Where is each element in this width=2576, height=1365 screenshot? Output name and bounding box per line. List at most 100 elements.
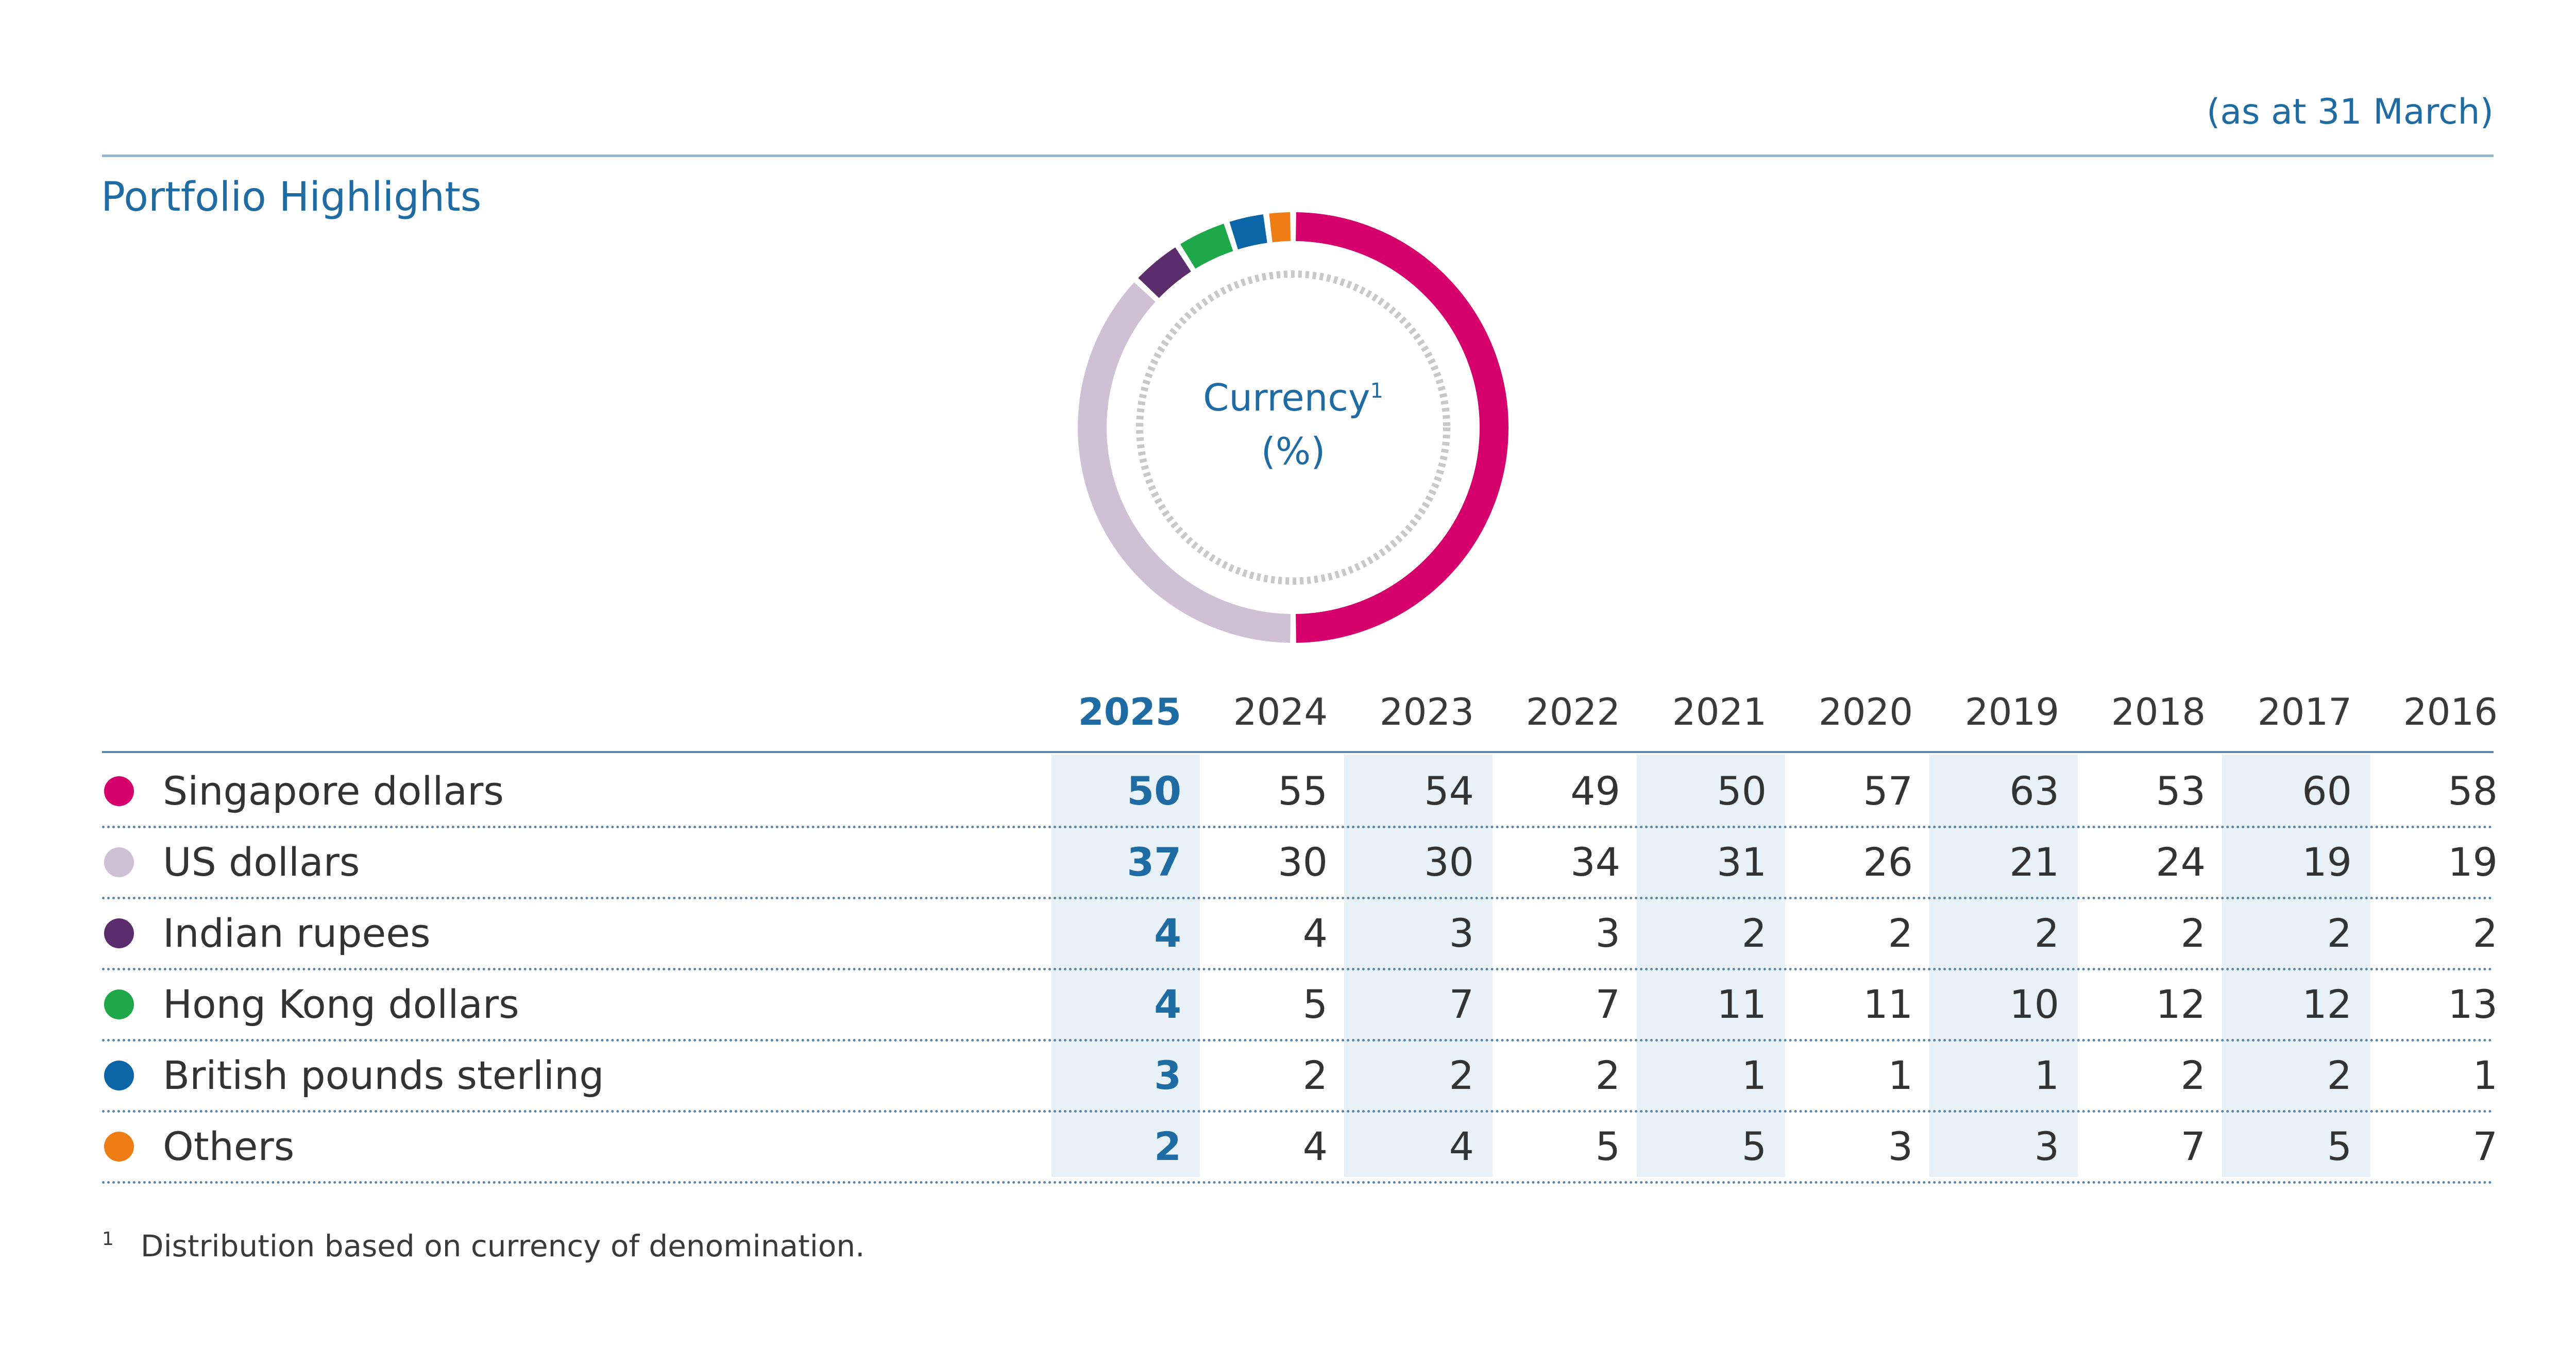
cell-hong-kong-dollars-2020: 11	[1863, 981, 1913, 1027]
cell-singapore-dollars-2020: 57	[1863, 768, 1913, 814]
table-row-hong-kong-dollars: Hong Kong dollars 4 5 7 7 11 11 10 12 12 13	[102, 968, 2498, 1042]
cell-others-2022: 5	[1595, 1123, 1620, 1169]
legend-dot-singapore-dollars	[104, 776, 134, 806]
donut-unit: (%)	[1261, 430, 1326, 473]
cell-us-dollars-2025: 37	[1127, 839, 1181, 885]
cell-singapore-dollars-2021: 50	[1717, 768, 1767, 814]
cell-indian-rupees-2020: 2	[1888, 910, 1913, 956]
year-header-2024: 2024	[1233, 690, 1328, 733]
cell-us-dollars-2016: 19	[2448, 839, 2498, 885]
table-row-us-dollars: US dollars 37 30 30 34 31 26 21 24 19 19	[102, 826, 2498, 899]
cell-others-2024: 4	[1302, 1123, 1328, 1169]
year-header-2025: 2025	[1078, 690, 1181, 733]
footnote-marker: 1	[102, 1228, 114, 1250]
cell-others-2017: 5	[2327, 1123, 2352, 1169]
legend-dot-indian-rupees	[104, 918, 134, 948]
header-divider	[102, 751, 2494, 753]
table-row-indian-rupees: Indian rupees 4 4 3 3 2 2 2 2 2 2	[102, 897, 2498, 970]
cell-singapore-dollars-2022: 49	[1570, 768, 1620, 814]
cell-indian-rupees-2022: 3	[1595, 910, 1620, 956]
legend-dot-british-pounds-sterling	[104, 1061, 134, 1090]
page-title: Portfolio Highlights	[101, 174, 482, 220]
year-header-2021: 2021	[1672, 690, 1767, 733]
cell-british-pounds-sterling-2022: 2	[1595, 1052, 1620, 1098]
donut-slice-us-dollars	[1078, 282, 1291, 643]
cell-hong-kong-dollars-2021: 11	[1717, 981, 1767, 1027]
cell-hong-kong-dollars-2025: 4	[1154, 981, 1181, 1027]
year-header-2018: 2018	[2111, 690, 2206, 733]
cell-singapore-dollars-2025: 50	[1127, 768, 1181, 814]
top-divider	[102, 155, 2494, 157]
legend-dot-hong-kong-dollars	[104, 989, 134, 1019]
donut-slice-others	[1269, 212, 1291, 243]
cell-british-pounds-sterling-2019: 1	[2034, 1052, 2059, 1098]
cell-hong-kong-dollars-2023: 7	[1449, 981, 1474, 1027]
column-shade-2023	[1344, 755, 1493, 1177]
year-header-2020: 2020	[1818, 690, 1913, 733]
cell-us-dollars-2021: 31	[1717, 839, 1767, 885]
cell-hong-kong-dollars-2016: 13	[2448, 981, 2498, 1027]
cell-indian-rupees-2016: 2	[2472, 910, 2498, 956]
cell-singapore-dollars-2018: 53	[2156, 768, 2206, 814]
cell-indian-rupees-2021: 2	[1741, 910, 1767, 956]
donut-inner-dotted-ring	[1136, 270, 1450, 585]
cell-british-pounds-sterling-2020: 1	[1888, 1052, 1913, 1098]
as-at-date: (as at 31 March)	[2206, 92, 2494, 132]
cell-singapore-dollars-2023: 54	[1424, 768, 1474, 814]
row-label-british-pounds-sterling: British pounds sterling	[163, 1052, 604, 1098]
donut-slice-indian-rupees	[1138, 247, 1192, 298]
row-label-hong-kong-dollars: Hong Kong dollars	[163, 981, 519, 1027]
row-label-others: Others	[163, 1123, 295, 1169]
cell-hong-kong-dollars-2024: 5	[1302, 981, 1328, 1027]
cell-singapore-dollars-2024: 55	[1278, 768, 1328, 814]
cell-british-pounds-sterling-2025: 3	[1154, 1052, 1181, 1098]
legend-dot-us-dollars	[104, 847, 134, 877]
cell-british-pounds-sterling-2016: 1	[2472, 1052, 2498, 1098]
cell-indian-rupees-2025: 4	[1154, 910, 1181, 956]
cell-indian-rupees-2017: 2	[2327, 910, 2352, 956]
cell-others-2021: 5	[1741, 1123, 1767, 1169]
cell-us-dollars-2020: 26	[1863, 839, 1913, 885]
cell-indian-rupees-2024: 4	[1302, 910, 1328, 956]
year-header-2023: 2023	[1379, 690, 1474, 733]
cell-hong-kong-dollars-2017: 12	[2302, 981, 2352, 1027]
cell-indian-rupees-2018: 2	[2180, 910, 2206, 956]
cell-hong-kong-dollars-2019: 10	[2009, 981, 2059, 1027]
currency-donut-chart	[1078, 212, 1509, 643]
cell-others-2018: 7	[2180, 1123, 2206, 1169]
donut-slice-british-pounds-sterling	[1229, 214, 1268, 250]
cell-hong-kong-dollars-2022: 7	[1595, 981, 1620, 1027]
cell-indian-rupees-2023: 3	[1449, 910, 1474, 956]
column-shade-2017	[2222, 755, 2370, 1177]
cell-singapore-dollars-2017: 60	[2302, 768, 2352, 814]
year-header-2016: 2016	[2403, 690, 2498, 733]
year-header-2019: 2019	[1964, 690, 2059, 733]
table-row-others: Others 2 4 4 5 5 3 3 7 5 7	[102, 1110, 2498, 1184]
year-header-2017: 2017	[2257, 690, 2352, 733]
cell-british-pounds-sterling-2023: 2	[1449, 1052, 1474, 1098]
column-shade-2021	[1637, 755, 1785, 1177]
cell-hong-kong-dollars-2018: 12	[2156, 981, 2206, 1027]
cell-others-2025: 2	[1154, 1123, 1181, 1169]
footnote-text: Distribution based on currency of denomi…	[140, 1228, 865, 1264]
donut-title: Currency	[1203, 376, 1370, 419]
column-shade-2019	[1929, 755, 2078, 1177]
column-shade-2025	[1052, 755, 1200, 1177]
footnote: 1 Distribution based on currency of denom…	[102, 1228, 865, 1264]
cell-british-pounds-sterling-2018: 2	[2180, 1052, 2206, 1098]
cell-others-2023: 4	[1449, 1123, 1474, 1169]
table-row-british-pounds-sterling: British pounds sterling 3 2 2 2 1 1 1 2 2 1	[102, 1039, 2498, 1113]
cell-us-dollars-2022: 34	[1570, 839, 1620, 885]
donut-footnote-marker: 1	[1370, 379, 1383, 403]
cell-us-dollars-2018: 24	[2156, 839, 2206, 885]
cell-others-2020: 3	[1888, 1123, 1913, 1169]
cell-us-dollars-2019: 21	[2009, 839, 2059, 885]
donut-center-label: Currency1 (%)	[1084, 371, 1502, 478]
row-label-singapore-dollars: Singapore dollars	[163, 768, 504, 814]
year-header-2022: 2022	[1526, 690, 1620, 733]
row-label-us-dollars: US dollars	[163, 839, 360, 885]
cell-british-pounds-sterling-2024: 2	[1302, 1052, 1328, 1098]
donut-slice-hong-kong-dollars	[1180, 224, 1233, 269]
cell-us-dollars-2024: 30	[1278, 839, 1328, 885]
cell-singapore-dollars-2016: 58	[2448, 768, 2498, 814]
